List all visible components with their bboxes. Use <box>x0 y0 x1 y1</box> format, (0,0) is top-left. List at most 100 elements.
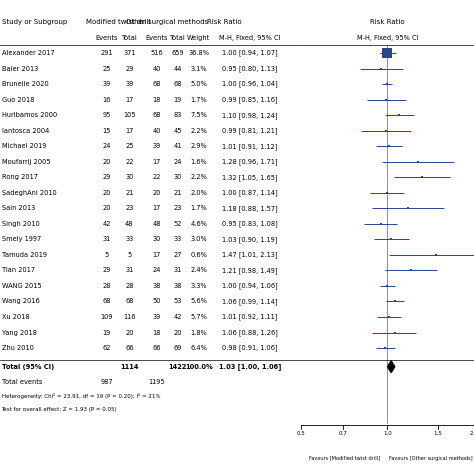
Text: 36.8%: 36.8% <box>188 50 209 56</box>
Text: 68: 68 <box>152 81 161 87</box>
Text: 2.9%: 2.9% <box>190 143 207 149</box>
Text: 17: 17 <box>152 252 161 258</box>
Text: Modified twist drill: Modified twist drill <box>86 19 150 25</box>
Text: 39: 39 <box>103 81 111 87</box>
Text: 0.98 [0.91, 1.06]: 0.98 [0.91, 1.06] <box>222 345 278 351</box>
Text: Xu 2018: Xu 2018 <box>1 314 29 320</box>
Text: 69: 69 <box>173 345 182 351</box>
Text: 39: 39 <box>152 143 161 149</box>
Text: 45: 45 <box>173 128 182 134</box>
Text: 1195: 1195 <box>148 379 165 385</box>
Text: 29: 29 <box>103 267 111 273</box>
Text: Rong 2017: Rong 2017 <box>1 174 37 180</box>
Text: 18: 18 <box>152 97 161 103</box>
Text: 7.5%: 7.5% <box>190 112 207 118</box>
Text: 95: 95 <box>103 112 111 118</box>
Text: 42: 42 <box>173 314 182 320</box>
Text: 3.0%: 3.0% <box>190 237 207 242</box>
Text: SadeghAni 2010: SadeghAni 2010 <box>1 190 56 196</box>
Text: 1.00 [0.94, 1.07]: 1.00 [0.94, 1.07] <box>222 50 278 56</box>
Text: 1422: 1422 <box>168 364 187 370</box>
Text: 17: 17 <box>152 159 161 165</box>
Text: 1.7%: 1.7% <box>190 205 207 211</box>
Text: 0.5: 0.5 <box>297 431 305 436</box>
Text: 20: 20 <box>125 329 134 336</box>
Text: Yang 2018: Yang 2018 <box>1 329 36 336</box>
Text: 3.3%: 3.3% <box>191 283 207 289</box>
Text: 52: 52 <box>173 221 182 227</box>
Text: 6.4%: 6.4% <box>190 345 207 351</box>
Text: 23: 23 <box>173 205 182 211</box>
Text: 0.95 [0.80, 1.13]: 0.95 [0.80, 1.13] <box>222 65 278 72</box>
Text: 1.0: 1.0 <box>383 431 392 436</box>
Text: 28: 28 <box>102 283 111 289</box>
Text: Guo 2018: Guo 2018 <box>1 97 34 103</box>
Text: 116: 116 <box>123 314 136 320</box>
Text: 1114: 1114 <box>120 364 139 370</box>
Text: 291: 291 <box>100 50 113 56</box>
Text: 68: 68 <box>173 81 182 87</box>
Text: 1.06 [0.88, 1.26]: 1.06 [0.88, 1.26] <box>222 329 278 336</box>
Text: Brunelle 2020: Brunelle 2020 <box>1 81 48 87</box>
Text: 20: 20 <box>102 159 111 165</box>
Text: 30: 30 <box>173 174 182 180</box>
Text: 25: 25 <box>125 143 134 149</box>
Text: 38: 38 <box>173 283 182 289</box>
Text: Risk Ratio: Risk Ratio <box>207 19 242 25</box>
Text: 20: 20 <box>173 329 182 336</box>
Text: 27: 27 <box>173 252 182 258</box>
Text: Tian 2017: Tian 2017 <box>1 267 35 273</box>
Text: 23: 23 <box>125 205 134 211</box>
Text: 44: 44 <box>173 65 182 72</box>
Text: 2.2%: 2.2% <box>190 128 207 134</box>
Text: 28: 28 <box>125 283 134 289</box>
Text: 1.8%: 1.8% <box>190 329 207 336</box>
Text: 38: 38 <box>152 283 161 289</box>
Text: Total events: Total events <box>1 379 42 385</box>
Text: Heterogeneity: Chi² = 23.91, df = 19 (P = 0.20); I² = 21%: Heterogeneity: Chi² = 23.91, df = 19 (P … <box>1 393 160 399</box>
Text: 2.2%: 2.2% <box>190 174 207 180</box>
Text: Weight: Weight <box>187 35 210 40</box>
Text: 68: 68 <box>125 299 134 304</box>
Text: 24: 24 <box>102 143 111 149</box>
Text: 1.6%: 1.6% <box>190 159 207 165</box>
Text: Favours [Modified twist drill]: Favours [Modified twist drill] <box>309 456 380 461</box>
Polygon shape <box>387 361 395 373</box>
Text: 1.21 [0.98, 1.49]: 1.21 [0.98, 1.49] <box>222 267 278 274</box>
Text: 25: 25 <box>102 65 111 72</box>
Text: 29: 29 <box>103 174 111 180</box>
Text: M-H, Fixed, 95% CI: M-H, Fixed, 95% CI <box>357 35 418 40</box>
Text: 19: 19 <box>173 97 182 103</box>
Text: 40: 40 <box>152 128 161 134</box>
Text: 1.18 [0.88, 1.57]: 1.18 [0.88, 1.57] <box>222 205 278 212</box>
Text: 31: 31 <box>103 237 111 242</box>
Text: 41: 41 <box>173 143 182 149</box>
Text: 33: 33 <box>125 237 134 242</box>
Text: 0.6%: 0.6% <box>190 252 207 258</box>
Text: 987: 987 <box>100 379 113 385</box>
Text: 42: 42 <box>102 221 111 227</box>
Text: Moufarrij 2005: Moufarrij 2005 <box>1 159 50 165</box>
Text: 3.1%: 3.1% <box>191 65 207 72</box>
Text: 39: 39 <box>125 81 134 87</box>
Text: Study or Subgroup: Study or Subgroup <box>1 19 67 25</box>
Text: 21: 21 <box>173 190 182 196</box>
Text: 53: 53 <box>173 299 182 304</box>
Text: Other surgical methods: Other surgical methods <box>126 19 208 25</box>
Text: 1.03 [0.90, 1.19]: 1.03 [0.90, 1.19] <box>222 236 277 243</box>
Text: Iantosca 2004: Iantosca 2004 <box>1 128 49 134</box>
Text: 1.01 [0.91, 1.12]: 1.01 [0.91, 1.12] <box>222 143 277 150</box>
Text: 24: 24 <box>152 267 161 273</box>
Text: 5.7%: 5.7% <box>190 314 207 320</box>
Text: 15: 15 <box>103 128 111 134</box>
Text: Zhu 2010: Zhu 2010 <box>1 345 33 351</box>
Text: 68: 68 <box>102 299 111 304</box>
Text: 48: 48 <box>125 221 134 227</box>
Text: 20: 20 <box>102 205 111 211</box>
Text: 0.99 [0.85, 1.16]: 0.99 [0.85, 1.16] <box>222 96 278 103</box>
Text: 5.0%: 5.0% <box>190 81 207 87</box>
Text: 19: 19 <box>103 329 111 336</box>
Text: 516: 516 <box>150 50 163 56</box>
Text: 17: 17 <box>125 128 134 134</box>
Text: 1.47 [1.01, 2.13]: 1.47 [1.01, 2.13] <box>222 252 278 258</box>
